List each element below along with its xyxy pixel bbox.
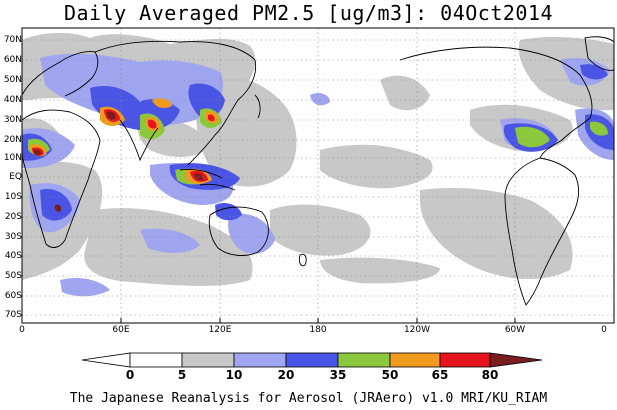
lat-label-50n: 50N [3, 75, 22, 85]
lat-label-20n: 20N [3, 135, 22, 145]
axis-ticks [21, 318, 615, 323]
colorbar-label-20: 20 [277, 368, 295, 382]
coastlines [21, 36, 615, 306]
lat-label-70s: 70S [4, 310, 22, 320]
colorbar-bin-8 [489, 352, 543, 368]
colorbar-bin-4 [285, 352, 339, 368]
lat-label-60s: 60S [4, 291, 22, 301]
lon-label-180: 180 [309, 325, 327, 335]
japan-coast [254, 94, 261, 119]
colorbar-label-35: 35 [329, 368, 347, 382]
lat-label-60n: 60N [3, 55, 22, 65]
africa-coast [21, 109, 101, 248]
lat-label-70n: 70N [3, 35, 22, 45]
colorbar-label-50: 50 [381, 368, 399, 382]
colorbar-bin-6 [389, 352, 441, 368]
colorbar-bin-2 [181, 352, 235, 368]
lon-label-120w: 120W [403, 325, 431, 335]
colorbar-label-0: 0 [125, 368, 135, 382]
asia-coast [94, 40, 257, 166]
lat-label-50s: 50S [4, 271, 22, 281]
india-coast [119, 119, 159, 162]
dark-red-shading-layer [34, 111, 204, 212]
colorbar [81, 352, 543, 368]
colorbar-label-80: 80 [481, 368, 499, 382]
south-america-coast [504, 157, 580, 306]
lon-label-0-left: 0 [19, 325, 25, 335]
north-america-coast [399, 46, 593, 159]
colorbar-bin-7 [439, 352, 491, 368]
colorbar-bin-1 [129, 352, 183, 368]
se-asia-islands [179, 169, 236, 191]
australia-coast [208, 206, 269, 256]
colorbar-label-65: 65 [431, 368, 449, 382]
new-zealand-coast [298, 253, 307, 267]
lon-label-60e: 60E [112, 325, 130, 335]
lat-label-20s: 20S [4, 212, 22, 222]
lat-label-30n: 30N [3, 115, 22, 125]
footer-credit: The Japanese Reanalysis for Aerosol (JRA… [69, 391, 548, 406]
lon-label-0-right: 0 [601, 325, 607, 335]
colorbar-label-10: 10 [225, 368, 243, 382]
colorbar-bin-0 [81, 352, 131, 368]
lat-label-10s: 10S [4, 192, 22, 202]
colorbar-label-5: 5 [177, 368, 187, 382]
lon-label-60w: 60W [504, 325, 526, 335]
colorbar-bin-3 [233, 352, 287, 368]
colorbar-bin-5 [337, 352, 391, 368]
lat-label-30s: 30S [4, 232, 22, 242]
lon-label-120e: 120E [208, 325, 232, 335]
lat-label-eq: EQ [9, 172, 22, 182]
lat-label-10n: 10N [3, 153, 22, 163]
lat-label-40s: 40S [4, 251, 22, 261]
map-title: Daily Averaged PM2.5 [ug/m3]: 04Oct2014 [63, 1, 554, 25]
lat-label-40n: 40N [3, 95, 22, 105]
